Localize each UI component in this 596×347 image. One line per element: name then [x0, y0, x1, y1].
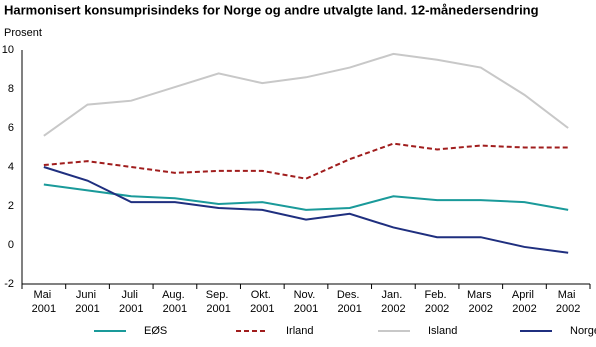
series-line — [43, 142, 569, 180]
y-tick-label: 2 — [8, 200, 14, 212]
series-line — [43, 166, 569, 254]
x-tick-label: Jan. 2002 — [381, 289, 405, 315]
x-tick-label: Mars 2002 — [467, 289, 495, 315]
y-tick-label: 8 — [8, 83, 14, 95]
y-tick-label: 10 — [2, 44, 14, 56]
chart-title: Harmonisert konsumprisindeks for Norge o… — [4, 2, 539, 17]
y-tick-label: 6 — [8, 122, 14, 134]
x-tick-label: Juli 2001 — [119, 289, 143, 315]
y-tick-label: 4 — [8, 161, 14, 173]
x-tick-label: Des. 2001 — [337, 289, 363, 315]
series-line — [43, 183, 569, 211]
x-tick-label: Juni 2001 — [75, 289, 99, 315]
legend-label: Norge — [570, 325, 596, 337]
y-tick-label: -2 — [4, 278, 14, 290]
y-tick-label: 0 — [8, 239, 14, 251]
series-line — [43, 52, 569, 137]
x-tick-label: Feb. 2002 — [425, 289, 450, 315]
x-tick-label: Mai 2001 — [32, 289, 56, 315]
y-axis-label: Prosent — [4, 27, 42, 39]
x-tick-label: April 2002 — [512, 289, 537, 315]
legend-label: Irland — [286, 325, 314, 337]
x-tick-label: Aug. 2001 — [162, 289, 188, 315]
legend-label: Island — [428, 325, 457, 337]
legend-label: EØS — [144, 325, 167, 337]
x-tick-label: Sep. 2001 — [206, 289, 232, 315]
x-tick-label: Okt. 2001 — [250, 289, 274, 315]
x-tick-label: Mai 2002 — [556, 289, 580, 315]
x-tick-label: Nov. 2001 — [294, 289, 319, 315]
